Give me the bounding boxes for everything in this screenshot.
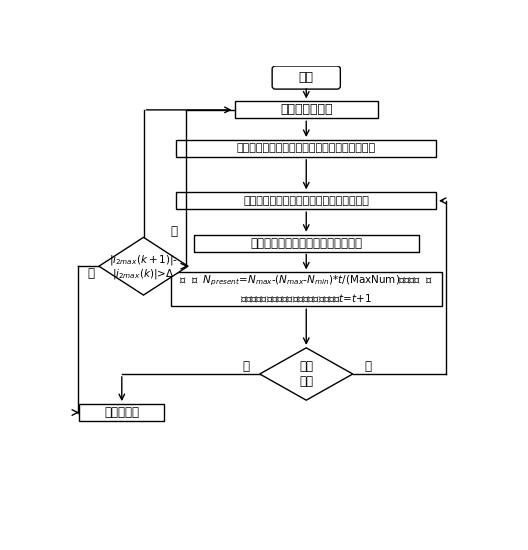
FancyBboxPatch shape [272, 66, 341, 89]
Text: 规模，然后更新每个粒子的速度和位置，令$t$=$t$+1: 规模，然后更新每个粒子的速度和位置，令$t$=$t$+1 [240, 292, 372, 304]
Text: 是: 是 [170, 224, 177, 238]
Text: 找到并更新局部最优值和全局最优值: 找到并更新局部最优值和全局最优值 [250, 236, 362, 250]
Text: 否: 否 [88, 267, 95, 280]
FancyBboxPatch shape [176, 140, 436, 157]
Text: 设定粒子最大规模和最小规模，初始化迭代次数: 设定粒子最大规模和最小规模，初始化迭代次数 [237, 144, 376, 153]
Polygon shape [260, 348, 353, 400]
Text: 是: 是 [242, 360, 249, 373]
FancyBboxPatch shape [176, 192, 436, 209]
Text: 输出频率值: 输出频率值 [105, 406, 139, 419]
Text: $|i_{2max}(k)|$>$\Delta$: $|i_{2max}(k)|$>$\Delta$ [112, 267, 175, 281]
Text: 否: 否 [365, 360, 372, 373]
FancyBboxPatch shape [79, 404, 164, 421]
FancyBboxPatch shape [234, 101, 378, 118]
FancyBboxPatch shape [194, 235, 419, 251]
Text: 按  公  $N_{present}$=$N_{max}$-($N_{max}$-$N_{min}$)*$t$/(MaxNum)更新粒子  群: 按 公 $N_{present}$=$N_{max}$-($N_{max}$-$… [180, 274, 433, 288]
Text: 开始: 开始 [299, 71, 314, 84]
Text: 用适应度函数计算每个粒子的适应度函数值: 用适应度函数计算每个粒子的适应度函数值 [243, 196, 369, 206]
FancyBboxPatch shape [171, 272, 442, 306]
Polygon shape [99, 238, 188, 295]
Text: $|i_{2max}(k+1)|$-: $|i_{2max}(k+1)|$- [109, 253, 178, 267]
Text: 终止
条件: 终止 条件 [299, 360, 313, 388]
Text: 初始化各个参数: 初始化各个参数 [280, 103, 333, 117]
